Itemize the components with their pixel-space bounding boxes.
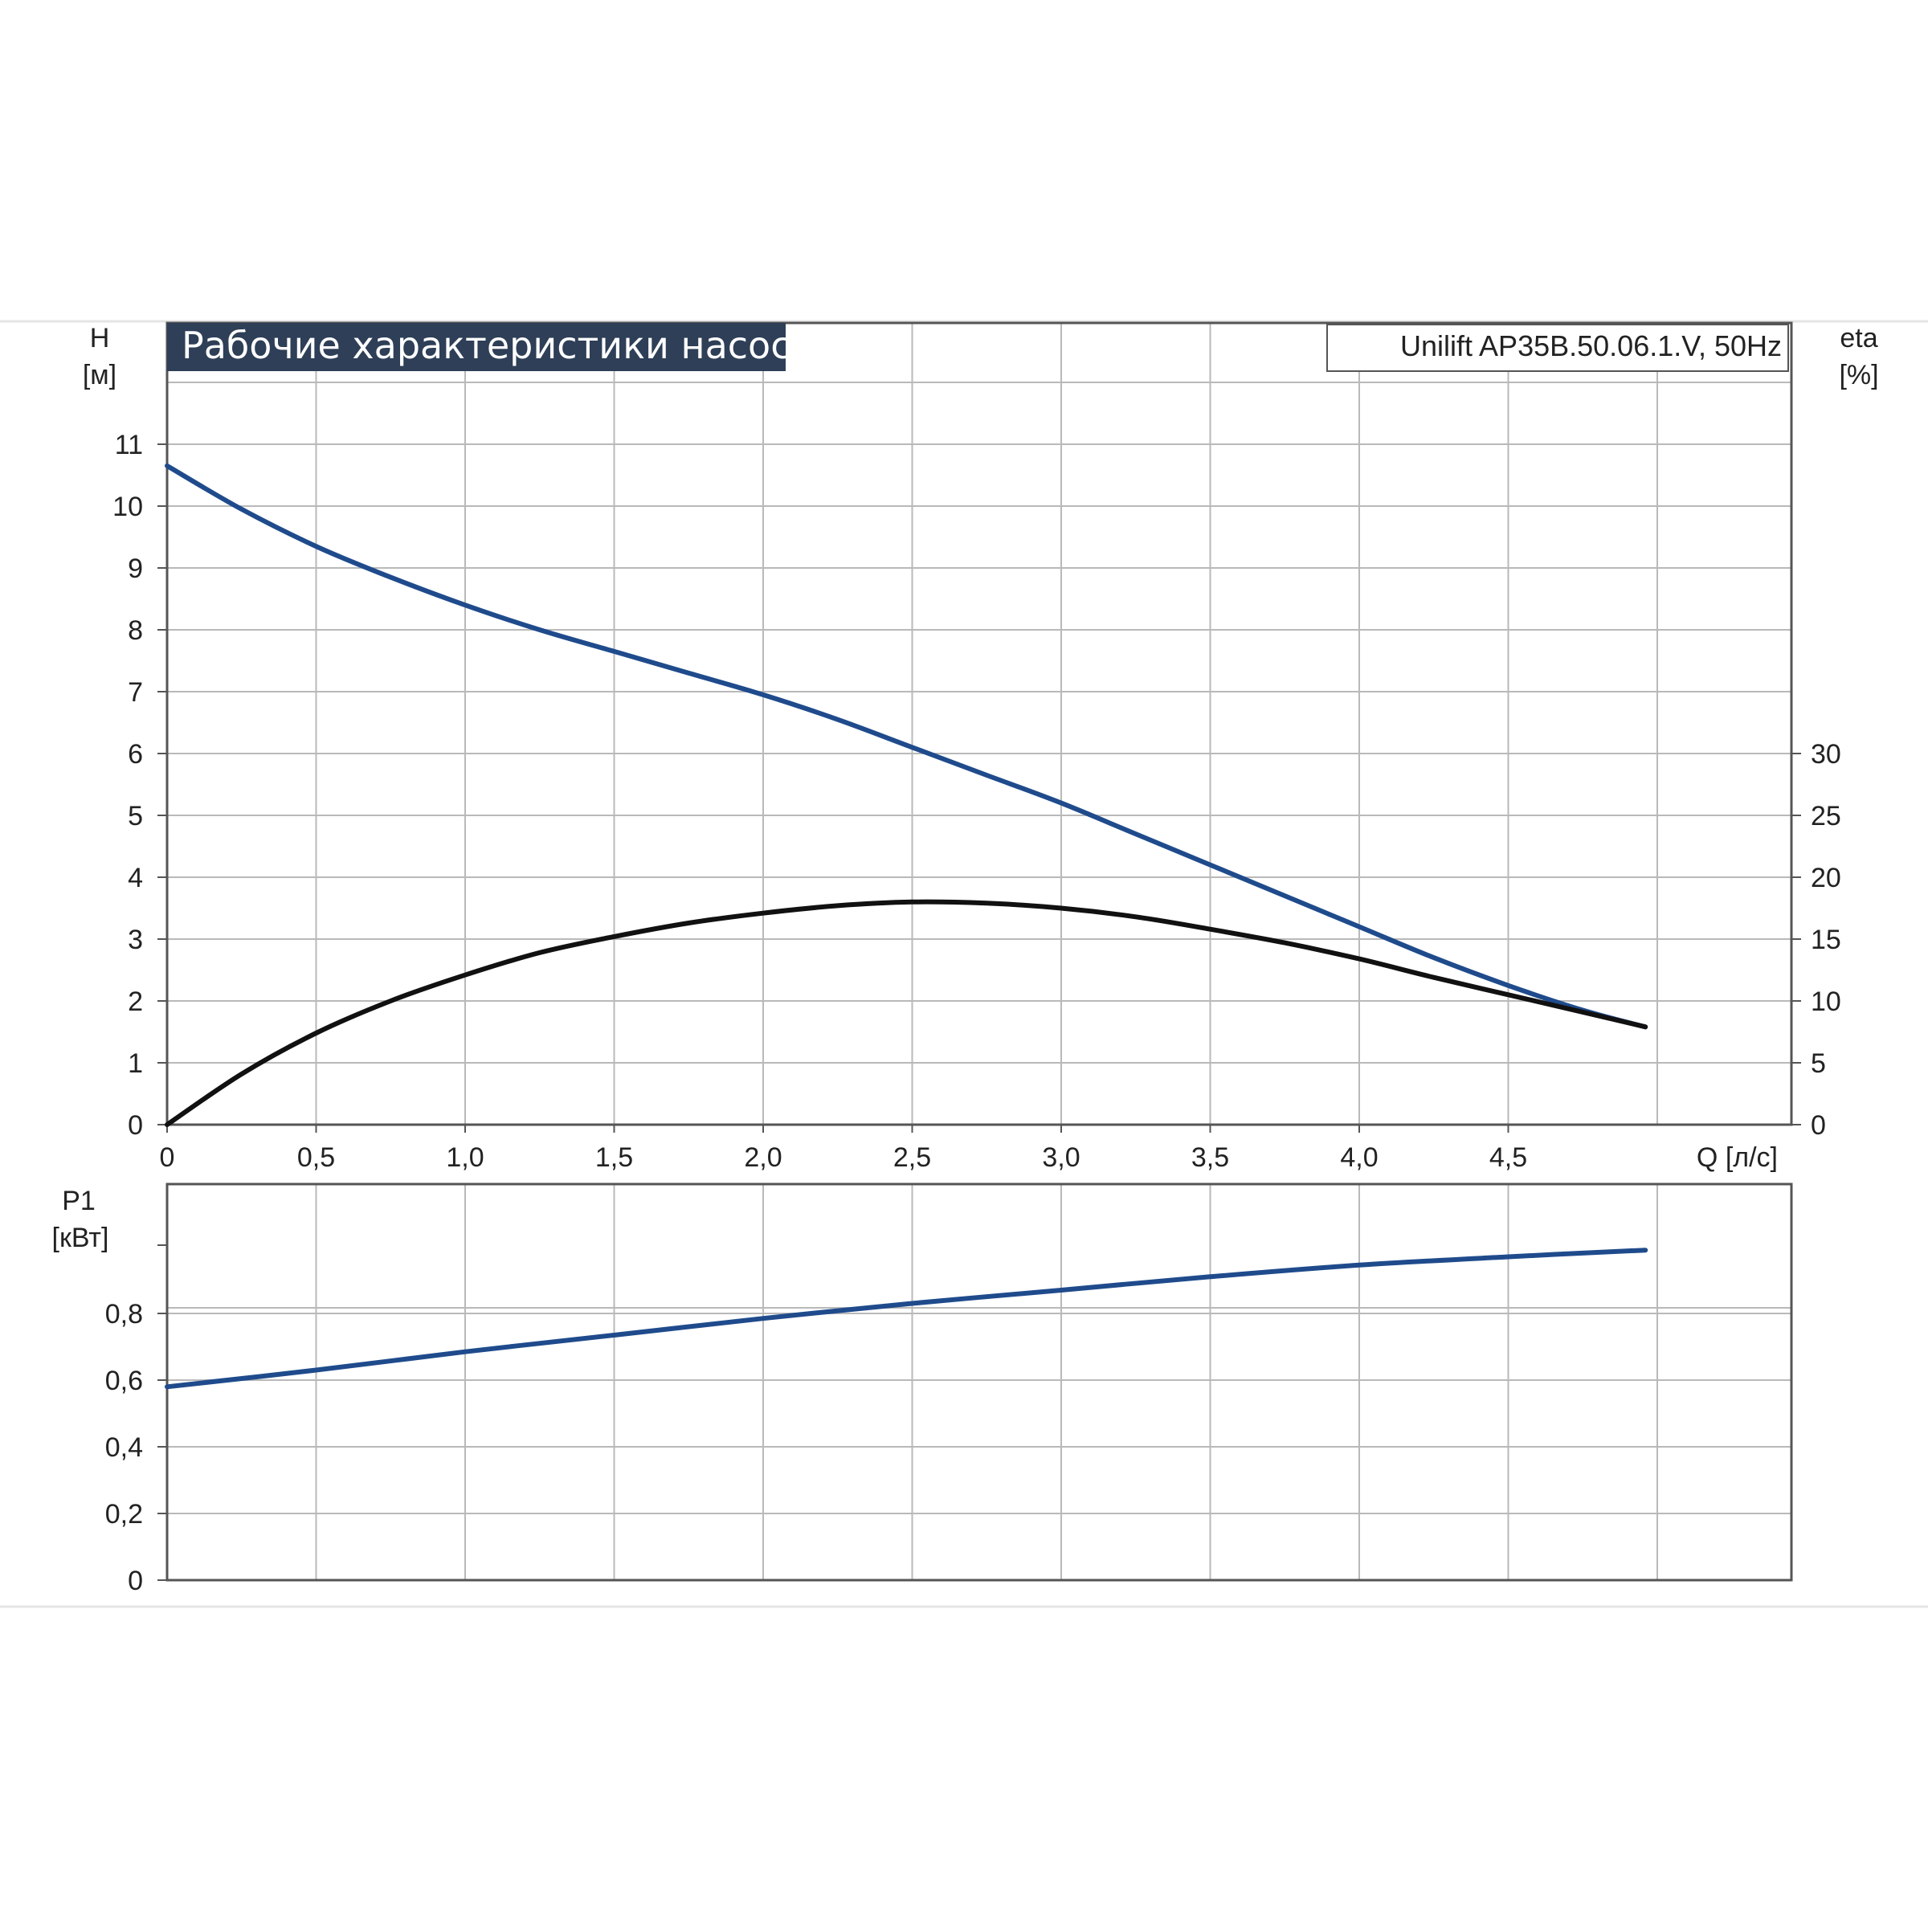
power-curve: [165, 1248, 1648, 1390]
y-left-tick-label: 3: [128, 925, 143, 955]
y-left-tick-label: 2: [128, 986, 143, 1017]
y-right-tick-label: 0: [1811, 1110, 1826, 1141]
y-left-tick-label: 4: [128, 863, 143, 893]
x-tick-label: 1,5: [595, 1142, 633, 1173]
y-right-tick-label: 5: [1811, 1048, 1826, 1079]
y-left-tick-label: 6: [128, 739, 143, 770]
x-tick-label: 3,0: [1042, 1142, 1080, 1173]
y-right-tick-label: 10: [1811, 986, 1841, 1017]
upper-plot-grid: [167, 323, 1791, 1125]
y-left-tick-label: 1: [128, 1048, 143, 1079]
y-left-tick-label: 8: [128, 615, 143, 646]
power-tick-label: 0,8: [105, 1299, 143, 1330]
x-tick-label: 1,0: [446, 1142, 484, 1173]
y-right-tick-label: 20: [1811, 863, 1841, 893]
power-tick-label: 0,2: [105, 1499, 143, 1530]
y-left-tick-label: 9: [128, 553, 143, 584]
chart-title-box: [167, 323, 786, 371]
model-label-box: [1326, 324, 1789, 372]
lower-plot-ticks: 0 0,2 0,4 0,6 0,8: [105, 1244, 167, 1596]
x-tick-label: 4,0: [1340, 1142, 1378, 1173]
y-left-axis-name: H: [90, 323, 110, 353]
power-tick-label: 0,6: [105, 1366, 143, 1396]
x-tick-label: 2,5: [893, 1142, 931, 1173]
x-tick-label: 0,5: [297, 1142, 335, 1173]
y-left-tick-label: 10: [112, 492, 143, 522]
x-tick-label: 4,5: [1489, 1142, 1527, 1173]
head-curve: [165, 463, 1648, 1030]
y-right-tick-label: 15: [1811, 925, 1841, 955]
y-left-tick-label: 11: [115, 430, 143, 460]
y-right-axis-name: eta: [1840, 323, 1877, 353]
power-tick-label: 0,4: [105, 1432, 143, 1463]
chart-title: Рабочие характеристики насоса: [182, 324, 814, 367]
power-axis-unit: [кВт]: [52, 1223, 109, 1253]
upper-plot-frame: [165, 321, 1793, 1126]
y-left-tick-label: 0: [128, 1110, 143, 1141]
upper-plot-ticks: 0 1 2 3 4 5 6 7 8 9 10 11 0 5 10 15 20 25 30 0 0,5 1,0 1,5 2,0 2…: [112, 430, 1841, 1173]
y-left-tick-label: 7: [128, 677, 143, 708]
x-tick-label: 3,5: [1191, 1142, 1229, 1173]
y-left-tick-label: 5: [128, 801, 143, 831]
y-right-tick-label: 30: [1811, 739, 1841, 770]
lower-plot-frame: [165, 1182, 1793, 1582]
x-axis-label: Q [л/с]: [1697, 1142, 1778, 1173]
x-tick-label: 0: [160, 1142, 175, 1173]
power-tick-label: 0: [128, 1566, 143, 1596]
x-tick-label: 2,0: [744, 1142, 782, 1173]
y-left-axis-unit: [м]: [83, 360, 116, 390]
power-axis-name: P1: [62, 1186, 96, 1216]
model-label: Unilift AP35B.50.06.1.V, 50Hz: [1400, 329, 1782, 362]
efficiency-curve: [165, 899, 1648, 1127]
y-right-tick-label: 25: [1811, 801, 1841, 831]
lower-plot-grid: [167, 1184, 1791, 1580]
y-right-axis-unit: [%]: [1839, 360, 1878, 390]
